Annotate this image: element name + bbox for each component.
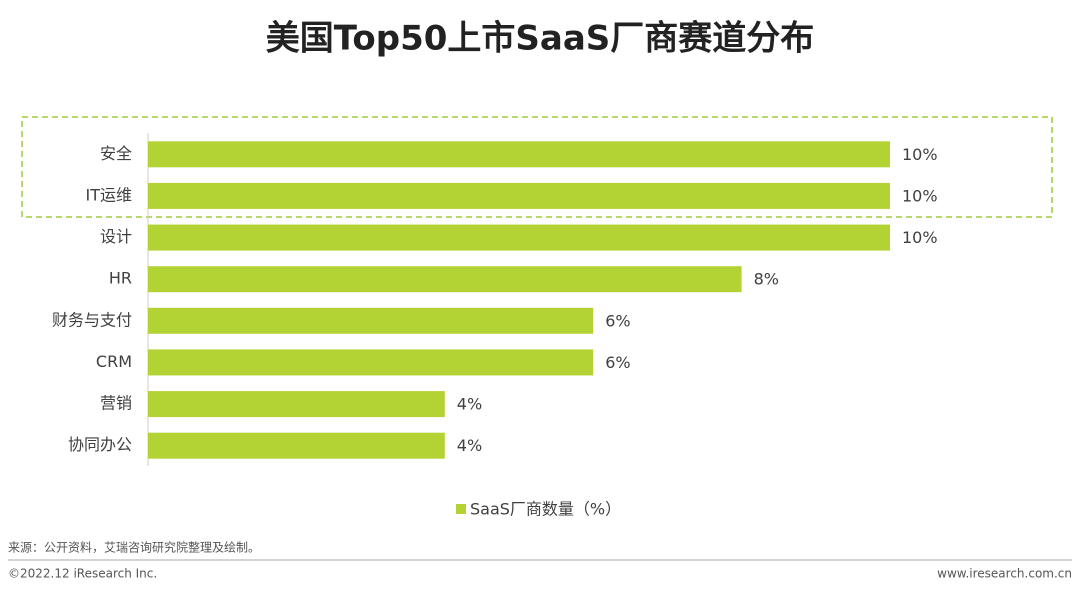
bar	[148, 391, 445, 418]
bar	[148, 349, 594, 376]
category-label: IT运维	[86, 185, 133, 204]
value-label: 4%	[457, 436, 482, 455]
category-label: 财务与支付	[52, 310, 132, 329]
highlight-box	[21, 116, 1053, 218]
value-label: 4%	[457, 395, 482, 414]
bar	[148, 266, 742, 293]
bar	[148, 182, 890, 209]
category-label: 设计	[100, 227, 132, 246]
bar	[148, 141, 890, 168]
category-label: 协同办公	[68, 435, 132, 454]
category-label: 安全	[100, 144, 132, 163]
legend-label: SaaS厂商数量（%）	[470, 500, 621, 519]
value-label: 6%	[605, 311, 630, 330]
category-label: 营销	[100, 394, 132, 413]
bar	[148, 432, 445, 459]
category-label: HR	[109, 269, 132, 288]
category-label: CRM	[96, 352, 132, 371]
bar	[148, 224, 890, 251]
website: www.iresearch.com.cn	[937, 567, 1072, 581]
bar	[148, 307, 594, 334]
value-label: 6%	[605, 353, 630, 372]
value-label: 10%	[902, 186, 938, 205]
legend-swatch	[456, 504, 466, 514]
source: 来源：公开资料，艾瑞咨询研究院整理及绘制。	[8, 540, 260, 555]
chart-title: 美国Top50上市SaaS厂商赛道分布	[266, 19, 815, 59]
value-label: 8%	[754, 270, 779, 289]
copyright: ©2022.12 iResearch Inc.	[8, 567, 157, 581]
value-label: 10%	[902, 145, 938, 164]
value-label: 10%	[902, 228, 938, 247]
